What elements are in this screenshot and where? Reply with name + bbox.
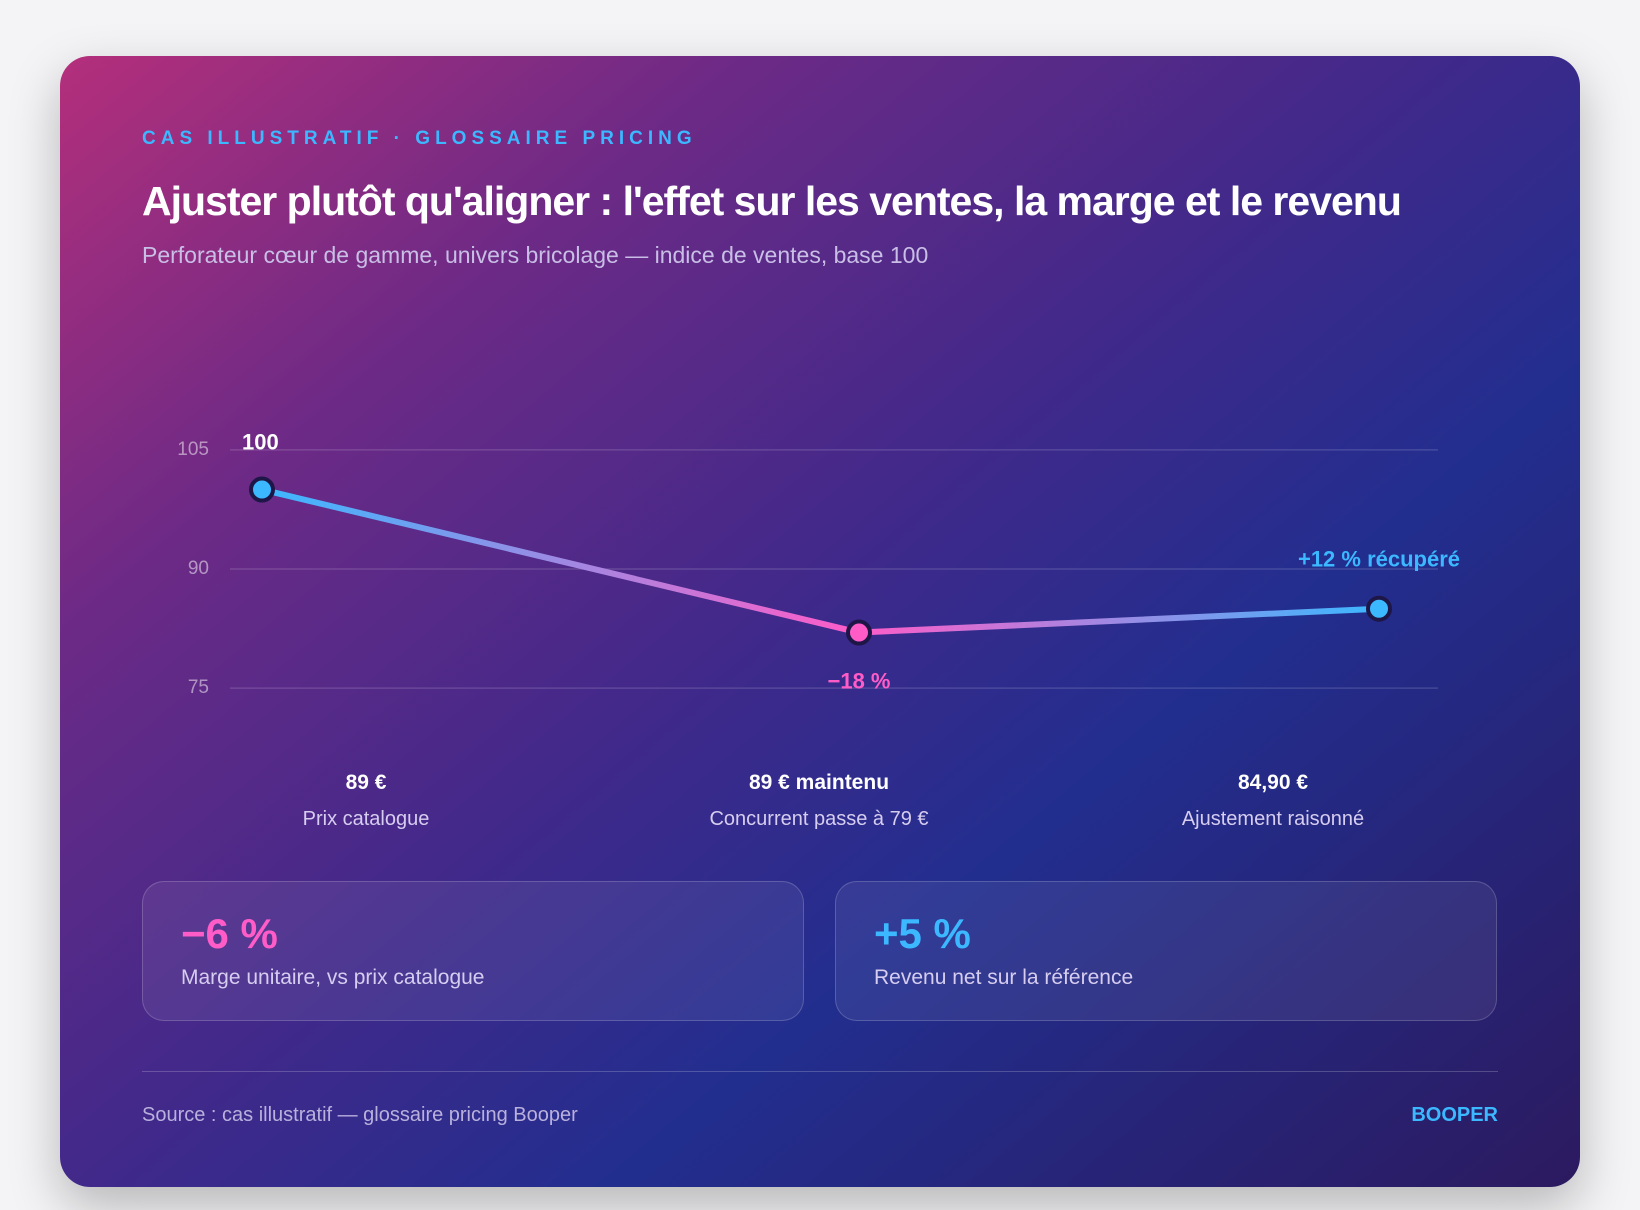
divider (142, 1071, 1498, 1072)
category-price: 89 € maintenu (748, 771, 890, 794)
chart-subtitle: Perforateur cœur de gamme, univers brico… (142, 242, 929, 268)
kpi-label: Marge unitaire, vs prix catalogue (181, 966, 485, 989)
kpi-value: −6 % (181, 910, 278, 957)
chart-title: Ajuster plutôt qu'aligner : l'effet sur … (142, 178, 1402, 224)
y-tick-label: 75 (188, 677, 209, 698)
point-label: −18 % (828, 668, 891, 693)
category-price: 84,90 € (1237, 771, 1309, 794)
y-tick-label: 105 (177, 439, 209, 460)
source: Source : cas illustratif — glossaire pri… (142, 1104, 578, 1126)
kpi-card: −6 % Marge unitaire, vs prix catalogue (142, 881, 804, 1021)
x-tick-label: Concurrent passe à 79 € (709, 808, 929, 830)
category-price: 89 € (345, 771, 387, 794)
point (1366, 595, 1392, 622)
y-tick-label: 90 (188, 558, 209, 579)
point-label: +12 % récupéré (1298, 547, 1460, 572)
brand: BOOPER (1411, 1104, 1498, 1126)
point (249, 476, 275, 503)
point (846, 619, 872, 646)
x-tick-label: Ajustement raisonné (1181, 808, 1365, 830)
point-label: 100 (242, 429, 279, 454)
kpi-value: +5 % (874, 910, 971, 957)
line (259, 486, 1382, 636)
eyebrow: CAS ILLUSTRATIF · GLOSSAIRE PRICING (142, 128, 697, 149)
x-tick-label: Prix catalogue (302, 808, 430, 830)
kpi-card: +5 % Revenu net sur la référence (835, 881, 1497, 1021)
kpi-label: Revenu net sur la référence (874, 966, 1134, 989)
